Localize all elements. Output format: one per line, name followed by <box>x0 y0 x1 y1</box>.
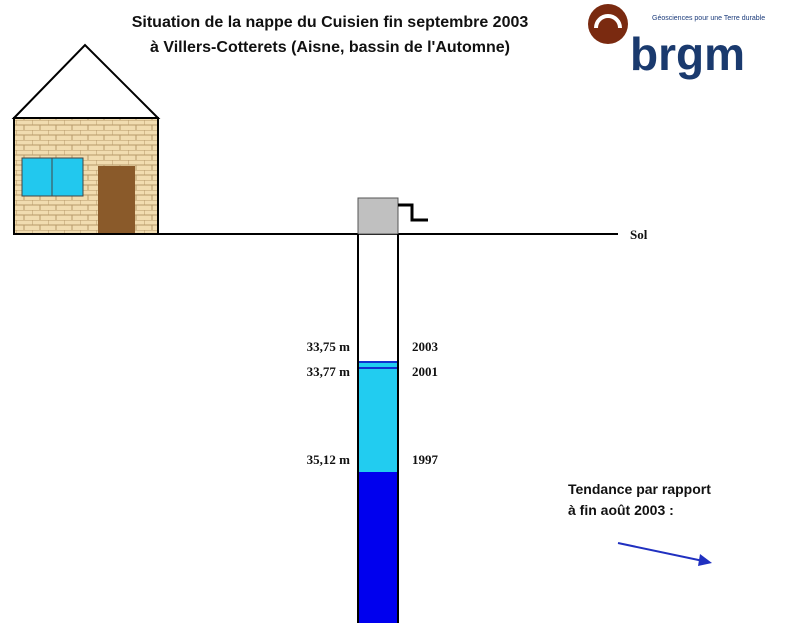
level-year: 2003 <box>412 339 439 354</box>
ground-label: Sol <box>630 227 648 242</box>
logo: Géosciences pour une Terre durable brgm <box>588 4 765 80</box>
level-year: 1997 <box>412 452 439 467</box>
title-line: Situation de la nappe du Cuisien fin sep… <box>132 14 529 31</box>
level-year: 2001 <box>412 364 438 379</box>
level-depth: 35,12 m <box>307 452 351 467</box>
trend-text: Tendance par rapport <box>568 481 711 497</box>
house <box>11 43 161 235</box>
logo-name: brgm <box>630 28 745 80</box>
level-depth: 33,77 m <box>307 364 351 379</box>
logo-tagline: Géosciences pour une Terre durable <box>652 15 765 22</box>
trend-arrow <box>617 542 712 566</box>
trend-text: à fin août 2003 : <box>568 502 674 518</box>
well <box>357 197 428 623</box>
title-line: à Villers-Cotterets (Aisne, bassin de l'… <box>150 39 510 56</box>
level-depth: 33,75 m <box>307 339 351 354</box>
